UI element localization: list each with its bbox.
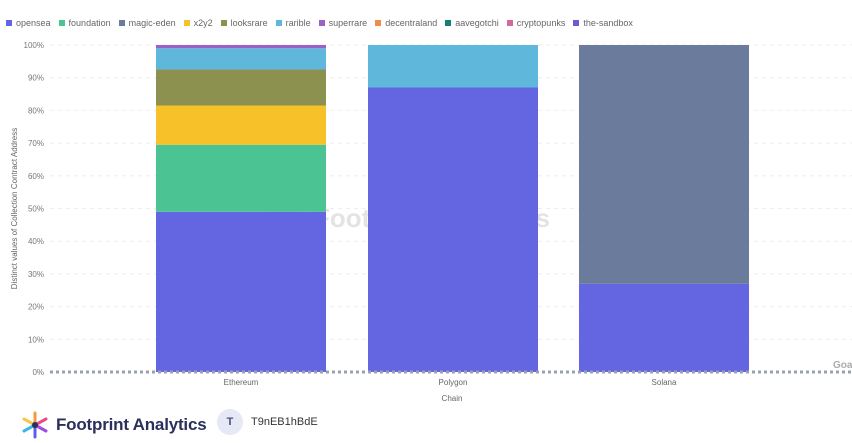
legend-swatch	[220, 20, 227, 26]
x-axis-title: Chain	[442, 394, 463, 403]
legend-item[interactable]: x2y2	[183, 18, 213, 28]
bar-segment	[579, 45, 749, 284]
bar-segment	[156, 48, 326, 70]
legend-swatch	[375, 20, 382, 26]
legend-item[interactable]: opensea	[6, 18, 51, 28]
legend-swatch	[118, 20, 125, 26]
y-tick-label: 20%	[28, 303, 44, 312]
legend-label: rarible	[285, 18, 311, 28]
y-tick-label: 70%	[28, 139, 44, 148]
legend-item[interactable]: foundation	[58, 18, 111, 28]
legend-label: foundation	[68, 18, 111, 28]
bar-segment	[156, 45, 326, 49]
brand[interactable]: Footprint Analytics	[20, 410, 207, 440]
x-tick-label: Ethereum	[224, 378, 259, 387]
legend-item[interactable]: superrare	[318, 18, 368, 28]
legend-swatch	[183, 20, 190, 26]
footprint-logo-icon	[22, 411, 48, 439]
y-tick-label: 30%	[28, 270, 44, 279]
username[interactable]: T9nEB1hBdE	[251, 416, 318, 428]
legend-item[interactable]: decentraland	[375, 18, 437, 28]
legend-item[interactable]: the-sandbox	[573, 18, 633, 28]
legend-label: decentraland	[385, 18, 438, 28]
legend-label: opensea	[16, 18, 51, 28]
legend-swatch	[506, 20, 513, 26]
y-tick-label: 60%	[28, 172, 44, 181]
legend-swatch	[318, 20, 325, 26]
footer: Footprint Analytics T T9nEB1hBdE	[0, 404, 852, 443]
legend-swatch	[6, 20, 12, 26]
y-tick-label: 10%	[28, 335, 44, 344]
chart-legend: opensea foundation magic-eden x2y2 looksrare…	[6, 16, 641, 30]
legend-swatch	[275, 20, 282, 26]
x-tick-label: Solana	[652, 378, 677, 387]
legend-label: magic-eden	[128, 18, 176, 28]
bar-segment	[156, 69, 326, 106]
legend-swatch	[573, 20, 580, 26]
legend-swatch	[445, 20, 452, 26]
legend-item[interactable]: looksrare	[220, 18, 268, 28]
legend-label: looksrare	[230, 18, 268, 28]
avatar[interactable]: T	[217, 409, 243, 435]
bar-segment	[156, 144, 326, 212]
y-tick-label: 100%	[24, 41, 44, 50]
legend-item[interactable]: cryptopunks	[506, 18, 566, 28]
y-tick-label: 80%	[28, 106, 44, 115]
bar-segment	[368, 87, 538, 372]
legend-item[interactable]: rarible	[275, 18, 311, 28]
y-axis-title: Distinct values of Collection Contract A…	[10, 128, 19, 289]
legend-label: superrare	[328, 18, 368, 28]
y-tick-label: 50%	[28, 205, 44, 214]
legend-label: x2y2	[193, 18, 213, 28]
legend-label: the-sandbox	[583, 18, 633, 28]
goal-label: Goa	[833, 360, 852, 371]
bar-segment	[156, 105, 326, 145]
y-tick-label: 0%	[32, 368, 44, 377]
y-tick-label: 90%	[28, 74, 44, 83]
x-tick-label: Polygon	[439, 378, 468, 387]
legend-swatch	[58, 20, 65, 26]
bar-segment	[156, 211, 326, 372]
legend-item[interactable]: aavegotchi	[445, 18, 499, 28]
legend-label: aavegotchi	[455, 18, 499, 28]
legend-item[interactable]: magic-eden	[118, 18, 176, 28]
bar-segment	[579, 283, 749, 372]
bar-segment	[368, 45, 538, 88]
brand-name: Footprint Analytics	[56, 415, 207, 434]
stacked-bar-chart: 0% 10% 20% 30% 40% 50% 60% 70% 80% 90% 100% Ethereu…	[10, 41, 852, 403]
legend-label: cryptopunks	[516, 18, 566, 28]
y-tick-label: 40%	[28, 237, 44, 246]
